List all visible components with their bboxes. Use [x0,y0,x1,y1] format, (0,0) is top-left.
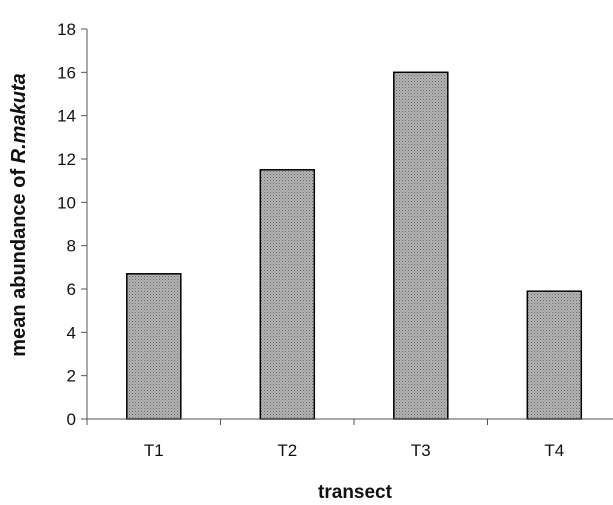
x-tick-label-t2: T2 [277,441,297,460]
y-tick-label: 16 [57,63,76,82]
y-tick-label: 0 [67,410,76,429]
bar-t1 [126,273,182,420]
y-tick-label: 8 [67,237,76,256]
x-ticks-group: T1 T2 T3 T4 [86,419,564,460]
y-tick-label: 18 [57,20,76,39]
y-tick-label: 12 [57,150,76,169]
x-tick-label-t3: T3 [411,441,431,460]
y-tick-label: 10 [57,193,76,212]
bar-t3 [393,71,449,420]
y-axis-label-prefix: mean abundance of [8,163,30,356]
bar-t2 [259,169,316,420]
y-tick-label: 4 [67,323,76,342]
bar-t4 [526,290,583,420]
x-tick-label-t1: T1 [144,441,164,460]
y-tick-label: 2 [67,367,76,386]
y-ticks-group: 0 2 4 6 8 10 12 14 16 18 [57,20,87,429]
y-tick-label: 6 [67,280,76,299]
bars-group [126,71,583,420]
y-axis-label-species: R.makuta [8,73,30,163]
x-tick-label-t4: T4 [544,441,564,460]
y-axis-label: mean abundance of R.makuta [8,73,30,356]
y-tick-label: 14 [57,107,76,126]
x-axis-label: transect [318,482,393,503]
